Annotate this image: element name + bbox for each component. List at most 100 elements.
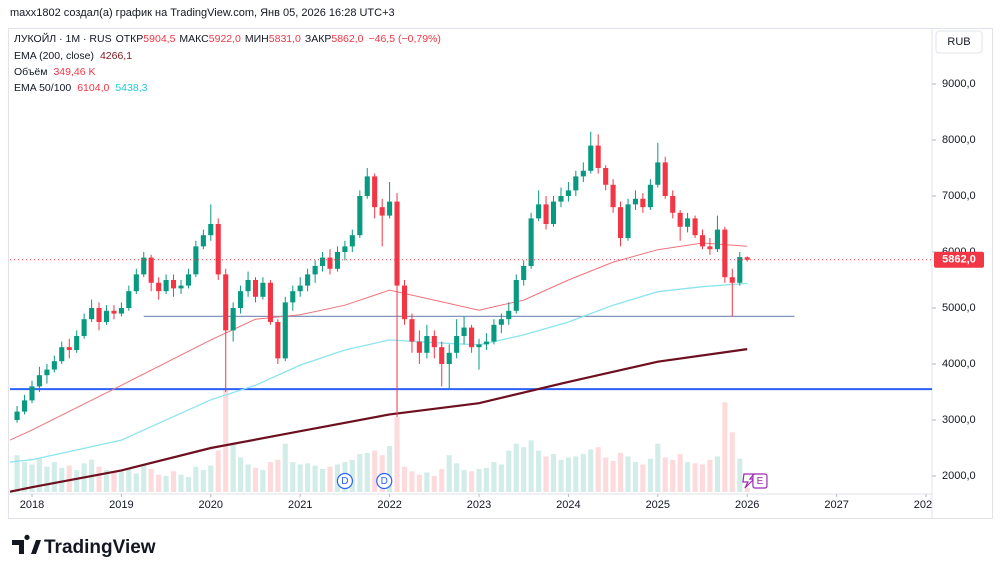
volume-bar [230, 442, 236, 492]
candle-body [178, 285, 184, 289]
candle-body [74, 335, 80, 350]
candle-body [29, 386, 35, 401]
candle-body [126, 291, 132, 308]
candle-body [409, 319, 415, 342]
candle-body [677, 212, 683, 227]
candle-body [372, 176, 378, 208]
candle-body [59, 347, 65, 362]
symbol-line: ЛУКОЙЛ · 1M · RUS ОТКР5904,5 МАКС5922,0 МИН… [14, 32, 441, 45]
change: −46,5 (−0,79%) [369, 33, 441, 45]
candle-body [401, 285, 408, 320]
candle-body [461, 327, 467, 336]
y-tick-label: 9000,0 [942, 78, 976, 90]
volume-bar [29, 464, 35, 492]
ema-line [9, 348, 748, 493]
time-axis: 2018 2019 2020 2021 2022 2023 2024 2025 2026 2027… [20, 494, 932, 511]
volume-bar [528, 440, 534, 492]
study-name: EMA 50/100 [14, 82, 71, 94]
candle-body [744, 257, 750, 260]
volume-bar [483, 467, 489, 492]
volume-bar [625, 456, 631, 492]
candle-body [521, 265, 527, 280]
candle-body [297, 285, 303, 292]
candle-body [51, 361, 57, 370]
candle-body [737, 257, 743, 283]
volume-bar [722, 402, 728, 492]
candle-body [387, 201, 393, 216]
earnings-marker [752, 473, 768, 489]
candle-body [550, 201, 557, 224]
volume-bar [476, 469, 482, 492]
flash-icon [742, 473, 756, 489]
volume-bar [96, 466, 102, 492]
volume-bar [14, 455, 20, 492]
candle-body [476, 344, 482, 348]
candle-body [327, 257, 333, 269]
candle-body [424, 335, 430, 353]
volume-bar [401, 466, 408, 492]
ohlc-label: МАКС [179, 33, 209, 45]
volume-bar [252, 467, 259, 492]
candle-body [632, 198, 639, 205]
event-label: D [341, 476, 348, 487]
volume-bar [416, 474, 422, 492]
volume-bar [200, 470, 206, 492]
candle-body [528, 218, 534, 266]
volume-bar [156, 474, 162, 492]
candle-body [670, 195, 676, 213]
candle-body [81, 319, 87, 336]
volume-bar [603, 457, 609, 492]
candle-body [617, 207, 624, 238]
candle-body [334, 251, 341, 269]
volume-bar [185, 477, 191, 492]
volume-bar [394, 417, 400, 492]
y-tick-label: 2000,0 [942, 470, 976, 482]
x-tick-label: 2021 [288, 499, 312, 511]
volume-bar [297, 464, 303, 492]
volume-bar [312, 465, 318, 492]
candle-body [483, 341, 489, 345]
candle-body [655, 162, 661, 185]
candle-body [506, 310, 512, 320]
volume-bar [372, 450, 378, 492]
y-tick-label: 4000,0 [942, 358, 976, 370]
candle-body [543, 204, 549, 224]
candle-body [647, 184, 653, 208]
volume-bar [655, 443, 661, 492]
volume-bar [580, 454, 586, 492]
y-tick-label: 5000,0 [942, 302, 976, 314]
attribution: maxx1802 создал(а) график на TradingView… [10, 7, 395, 19]
candle-body [379, 207, 385, 216]
event-label: D [381, 476, 388, 487]
volume-bar [178, 474, 184, 492]
x-tick-label: 2020 [199, 499, 223, 511]
volume-bar [454, 463, 460, 492]
volume-bar [513, 443, 519, 492]
x-tick-label: 2023 [467, 499, 491, 511]
candle-body [275, 321, 281, 359]
candle-body [103, 310, 110, 322]
volume-bar [51, 462, 57, 492]
volume-bar [424, 472, 430, 492]
volume-bar [148, 469, 154, 492]
study-value: 349,46 K [53, 66, 95, 78]
candle-body [536, 204, 542, 219]
volume-bar [260, 470, 266, 492]
dividend-marker [336, 472, 353, 490]
volume-bar [133, 473, 139, 492]
volume-bar [647, 458, 653, 492]
volume-bar [282, 443, 288, 492]
volume-bar [446, 455, 452, 492]
x-tick-label: 2025 [646, 499, 670, 511]
x-tick-label: 2024 [556, 499, 580, 511]
ohlc-value: 5862,0 [331, 33, 363, 45]
volume-bar [506, 450, 512, 492]
candle-body [349, 235, 355, 247]
volume-bar [349, 459, 355, 492]
volume-bar [469, 471, 475, 492]
candle-body [66, 347, 72, 350]
currency-box[interactable] [935, 30, 983, 54]
event-label: E [757, 476, 764, 487]
volume-bar [461, 470, 467, 492]
